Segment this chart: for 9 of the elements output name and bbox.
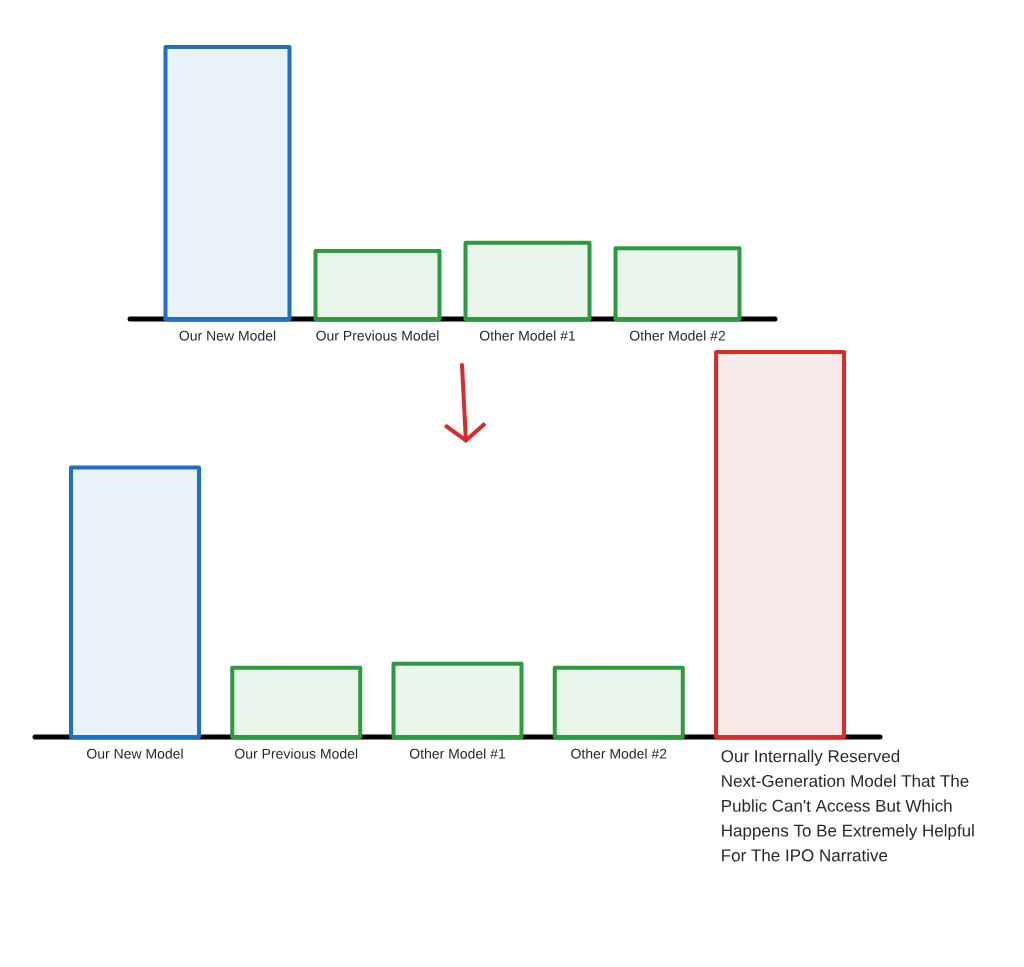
x-tick-label: Other Model #2 bbox=[629, 330, 726, 341]
x-tick-label: Our Previous Model bbox=[316, 330, 439, 341]
x-tick-label: Other Model #1 bbox=[479, 330, 576, 341]
x-tick-label: Other Model #2 bbox=[571, 748, 667, 759]
x-tick-label: Our New Model bbox=[179, 330, 276, 341]
x-tick-label: Our Previous Model bbox=[235, 748, 358, 759]
x-tick-label: Our Internally Reserved Next-Generation Model That The Public Can't Access But Which Happens To Be Extremely Helpful For The IPO Narrative bbox=[721, 749, 974, 862]
x-tick-label: Other Model #1 bbox=[409, 748, 506, 759]
x-tick-label: Our New Model bbox=[87, 748, 183, 759]
